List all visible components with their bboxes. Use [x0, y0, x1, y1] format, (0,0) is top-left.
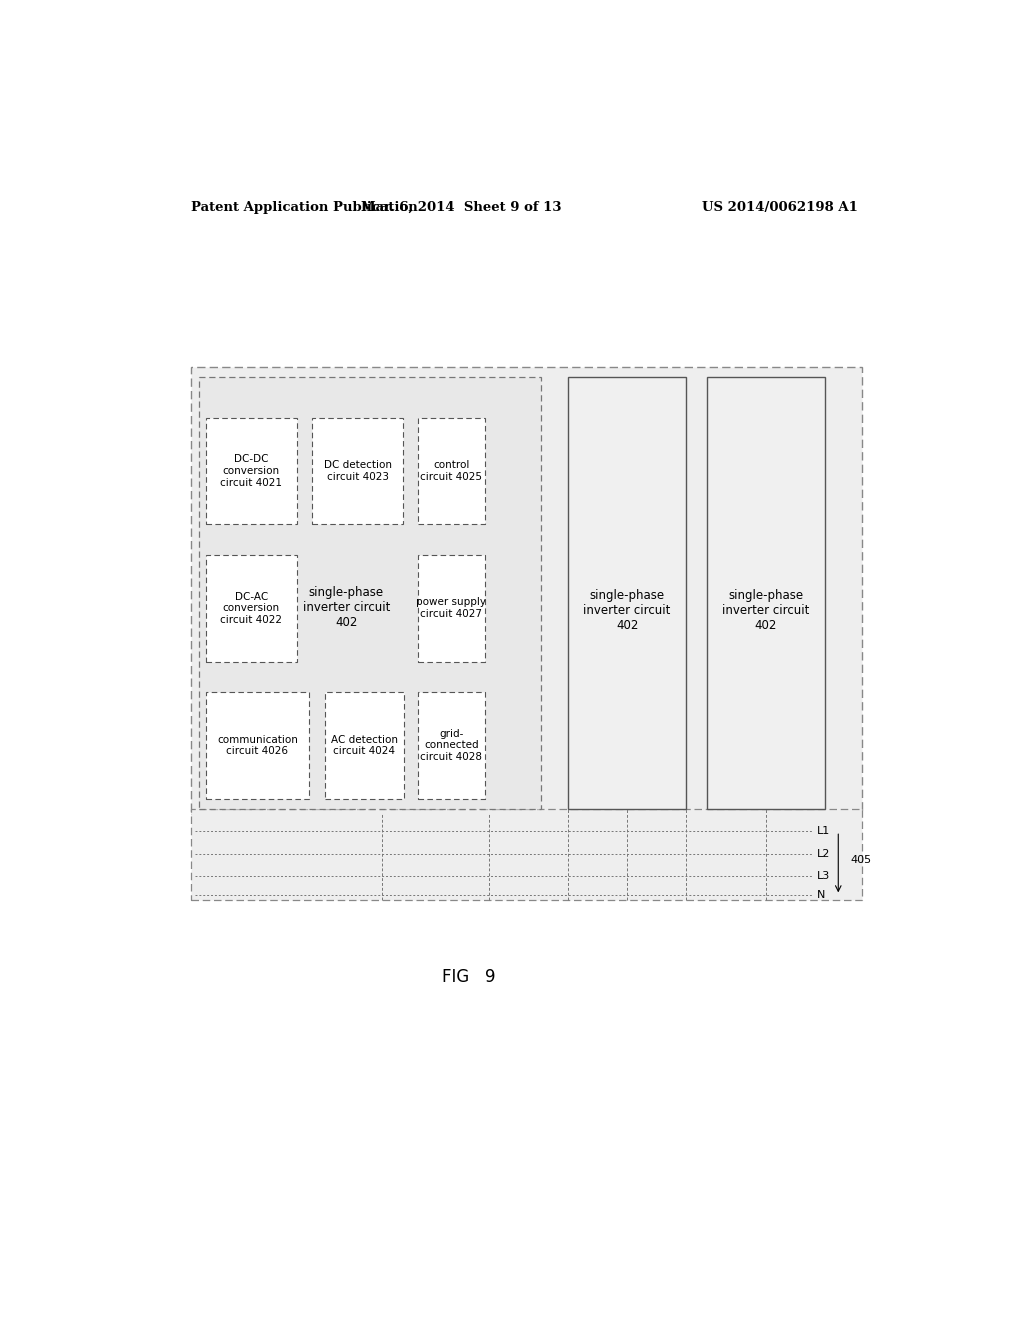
- Text: Patent Application Publication: Patent Application Publication: [191, 201, 418, 214]
- Text: single-phase
inverter circuit
402: single-phase inverter circuit 402: [584, 589, 671, 632]
- Text: single-phase
inverter circuit
402: single-phase inverter circuit 402: [302, 586, 390, 630]
- Text: DC-AC
conversion
circuit 4022: DC-AC conversion circuit 4022: [220, 591, 283, 624]
- Text: FIG   9: FIG 9: [442, 968, 496, 986]
- Bar: [708, 378, 824, 809]
- Text: L3: L3: [817, 871, 830, 880]
- Text: control
circuit 4025: control circuit 4025: [421, 461, 482, 482]
- Bar: [191, 367, 862, 814]
- Bar: [325, 692, 404, 799]
- Text: L1: L1: [817, 826, 830, 837]
- Bar: [418, 417, 485, 524]
- Text: power supply
circuit 4027: power supply circuit 4027: [417, 598, 486, 619]
- Text: N: N: [817, 890, 825, 900]
- Bar: [206, 417, 297, 524]
- Text: Mar. 6, 2014  Sheet 9 of 13: Mar. 6, 2014 Sheet 9 of 13: [361, 201, 561, 214]
- Text: US 2014/0062198 A1: US 2014/0062198 A1: [702, 201, 858, 214]
- Bar: [206, 692, 309, 799]
- Text: grid-
connected
circuit 4028: grid- connected circuit 4028: [421, 729, 482, 762]
- Text: AC detection
circuit 4024: AC detection circuit 4024: [331, 734, 398, 756]
- Bar: [191, 809, 862, 900]
- Text: DC-DC
conversion
circuit 4021: DC-DC conversion circuit 4021: [220, 454, 283, 487]
- Text: L2: L2: [817, 849, 830, 858]
- Text: DC detection
circuit 4023: DC detection circuit 4023: [324, 461, 392, 482]
- Text: single-phase
inverter circuit
402: single-phase inverter circuit 402: [722, 589, 810, 632]
- Text: 405: 405: [850, 855, 871, 865]
- Bar: [206, 554, 297, 661]
- Bar: [200, 378, 541, 809]
- Bar: [418, 692, 485, 799]
- Bar: [568, 378, 686, 809]
- Bar: [418, 554, 485, 661]
- Bar: [312, 417, 403, 524]
- Text: communication
circuit 4026: communication circuit 4026: [217, 734, 298, 756]
